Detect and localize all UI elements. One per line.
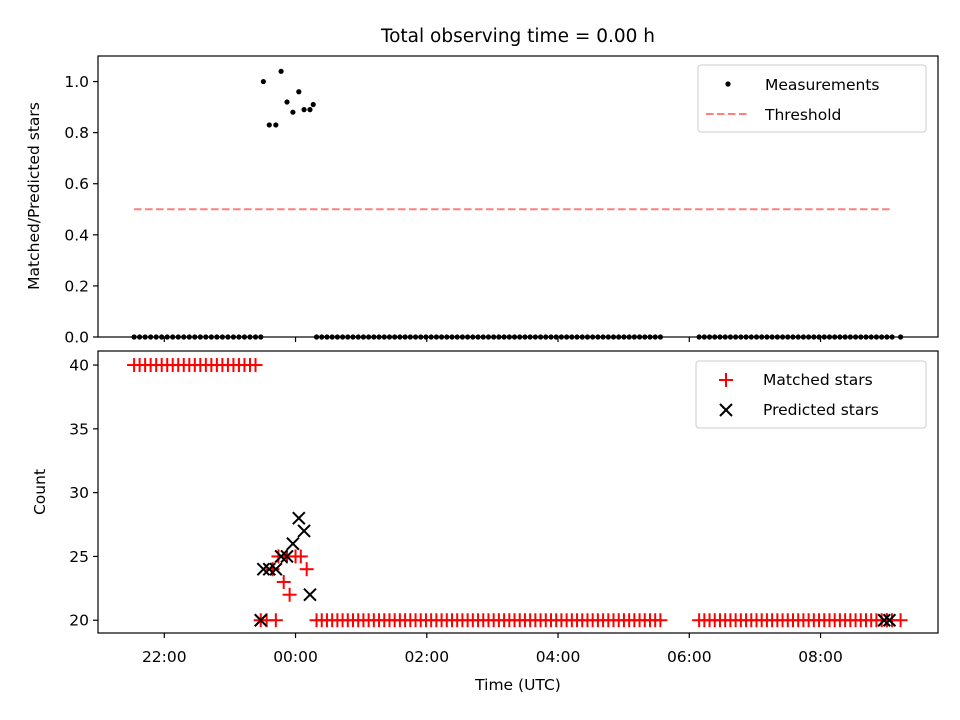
top-legend: Measurements Threshold	[697, 64, 927, 133]
matched-point	[268, 613, 283, 628]
legend-predicted-label: Predicted stars	[763, 401, 879, 419]
matched-point	[893, 613, 908, 628]
predicted-point	[256, 562, 271, 576]
y-tick-label: 35	[69, 420, 89, 438]
bottom-x-axis: 22:00 00:00 02:00 04:00 06:00 08:00	[142, 633, 843, 666]
bottom-legend-box	[695, 360, 927, 429]
top-panel: 0.0 0.2 0.4 0.6 0.8 1.0 Matched/Predicted sta…	[25, 55, 939, 347]
x-tick-label: 02:00	[404, 648, 449, 666]
predicted-point	[297, 524, 311, 538]
bottom-plot-area	[127, 358, 908, 628]
y-tick-label: 40	[69, 357, 89, 375]
matched-point	[248, 358, 263, 373]
bottom-panel: 20 25 30 35 40 22:00 00:00 02:00 04:00 06:00 08:0…	[31, 350, 939, 694]
predicted-point	[286, 536, 300, 551]
cross-b	[297, 524, 311, 538]
x-tick-label: 08:00	[798, 648, 843, 666]
y-tick-label: 0.8	[64, 124, 89, 142]
legend-threshold-label: Threshold	[764, 106, 841, 124]
y-tick-label: 30	[69, 484, 89, 502]
predicted-point	[877, 613, 891, 627]
cross-b	[256, 562, 271, 576]
bottom-y-axis-label: Count	[31, 469, 49, 515]
cross-b	[303, 588, 317, 602]
y-tick-label: 25	[69, 548, 89, 566]
measurement-point	[278, 68, 284, 74]
predicted-point	[882, 613, 897, 627]
measurement-point	[296, 89, 302, 95]
top-axes-frame	[97, 55, 939, 338]
matched-point	[282, 587, 297, 602]
cross-b	[292, 511, 306, 525]
legend-measurements-marker	[725, 81, 731, 87]
x-tick-label: 04:00	[536, 648, 581, 666]
chart-title: Total observing time = 0.00 h	[380, 26, 655, 47]
measurement-point	[273, 122, 279, 128]
x-tick-label: 00:00	[273, 648, 318, 666]
cross-b	[274, 549, 288, 564]
legend-matched-label: Matched stars	[763, 371, 873, 389]
predicted-point	[269, 562, 283, 576]
legend-predicted-marker	[719, 403, 733, 417]
cross-b	[254, 613, 268, 627]
top-x-ticks	[163, 337, 822, 342]
measurement-point	[290, 109, 296, 115]
cross-b	[286, 536, 300, 551]
bottom-axes-frame	[97, 350, 939, 634]
x-tick-label: 22:00	[142, 648, 187, 666]
predicted-point	[274, 549, 288, 564]
y-tick-label: 0.4	[64, 226, 89, 244]
measurement-point	[260, 78, 266, 85]
matched-point	[879, 613, 894, 628]
predicted-point	[292, 511, 306, 525]
y-tick-label: 0.0	[64, 329, 89, 347]
cross-b	[877, 613, 891, 627]
y-tick-label: 20	[69, 612, 89, 630]
x-axis-label: Time (UTC)	[474, 676, 561, 694]
y-tick-label: 1.0	[64, 73, 89, 91]
bottom-legend: Matched stars Predicted stars	[695, 360, 927, 429]
measurement-point	[307, 107, 313, 113]
cross-b	[262, 562, 276, 576]
cross-b	[882, 613, 897, 627]
predicted-point	[262, 562, 276, 576]
measurement-point	[301, 107, 307, 113]
matched-point	[276, 574, 291, 589]
top-legend-box	[697, 64, 927, 133]
legend-matched-marker	[719, 373, 733, 387]
matched-point	[653, 613, 668, 628]
measurement-point	[284, 99, 290, 105]
cross-b	[269, 562, 283, 576]
bottom-y-axis: 20 25 30 35 40	[69, 357, 98, 630]
legend-measurements-label: Measurements	[765, 76, 880, 94]
cross-b	[280, 549, 294, 564]
measurement-point	[310, 101, 316, 108]
predicted-point	[303, 588, 317, 602]
measurement-point	[266, 122, 272, 128]
matched-point	[293, 549, 308, 564]
x-tick-label: 06:00	[667, 648, 712, 666]
top-y-axis: 0.0 0.2 0.4 0.6 0.8 1.0	[64, 73, 98, 347]
y-tick-label: 0.2	[64, 277, 89, 295]
predicted-point	[280, 549, 294, 564]
top-y-axis-label: Matched/Predicted stars	[25, 102, 43, 290]
y-tick-label: 0.6	[64, 175, 89, 193]
matched-point	[299, 562, 314, 577]
predicted-point	[254, 613, 268, 627]
